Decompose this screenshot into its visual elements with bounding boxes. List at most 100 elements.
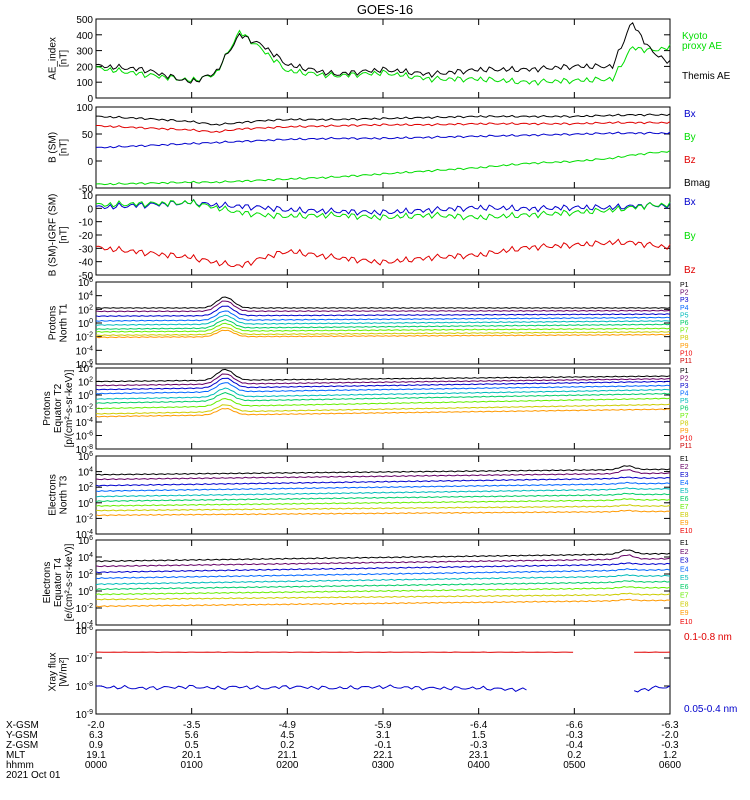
channel-line xyxy=(95,329,671,339)
y-tick-label: 0 xyxy=(87,94,93,105)
panel-frame xyxy=(95,194,671,276)
channel-line xyxy=(95,296,671,309)
x-row-value: -0.1 xyxy=(374,740,392,751)
channel-line xyxy=(95,481,671,493)
y-axis-label-line: [p/(cm²-s-sr-keV)] xyxy=(64,369,75,447)
channel-label: P4 xyxy=(680,305,689,312)
panel-bigrf: 10 0 -10 -20 -30 -40 -50 B (SM)-IGRF (SM) [nT] Bx… xyxy=(48,191,696,282)
channel-line xyxy=(95,391,671,404)
y-tick-label: 104 xyxy=(78,291,93,303)
y-tick-label: -40 xyxy=(79,258,94,269)
channel-line xyxy=(95,314,671,326)
y-tick-label: 106 xyxy=(78,451,93,463)
channel-label: P10 xyxy=(680,436,693,443)
channel-line xyxy=(95,318,671,330)
panel-bsm: 100 50 0 -50 B (SM) [nT] Bx By Bz Bmag xyxy=(48,103,711,195)
x-row-value: -0.3 xyxy=(470,740,488,751)
y-tick-label: 104 xyxy=(78,552,93,564)
channel-label: P5 xyxy=(680,312,689,319)
y-tick-label: 10-7 xyxy=(76,653,93,665)
y-axis-label-line: AE_index xyxy=(48,37,59,80)
y-tick-label: 10-6 xyxy=(76,431,93,443)
channel-label: P4 xyxy=(680,391,689,398)
channel-label: P7 xyxy=(680,413,689,420)
y-tick-label: 100 xyxy=(78,586,93,598)
series-line xyxy=(95,21,671,84)
y-tick-label: 50 xyxy=(82,130,94,141)
channel-label: P6 xyxy=(680,320,689,327)
channel-label: P1 xyxy=(680,368,689,375)
channel-line xyxy=(95,498,671,507)
x-row-value: 20.1 xyxy=(182,750,202,761)
y-tick-label: 200 xyxy=(76,62,93,73)
channel-line xyxy=(95,549,671,563)
x-row-value: 0.2 xyxy=(280,740,294,751)
channel-line xyxy=(95,310,671,322)
channel-line xyxy=(95,509,671,517)
figure-title: GOES-16 xyxy=(357,2,413,17)
y-axis-label-line: [nT] xyxy=(59,50,70,67)
x-row-value: 21.1 xyxy=(278,750,298,761)
y-axis-label-line: Electrons xyxy=(48,474,59,516)
x-row-value: -0.3 xyxy=(661,740,679,751)
x-row-value: 1.2 xyxy=(663,750,677,761)
channel-label: E1 xyxy=(680,456,689,463)
panel-frame xyxy=(95,367,671,450)
y-tick-label: 400 xyxy=(76,31,93,42)
channel-label: E10 xyxy=(680,528,693,535)
x-row-value: 19.1 xyxy=(86,750,106,761)
y-tick-label: 102 xyxy=(78,377,93,389)
channel-label: E1 xyxy=(680,540,689,547)
channel-label: P8 xyxy=(680,421,689,428)
y-tick-label: 10-4 xyxy=(76,529,93,541)
channel-line xyxy=(95,598,671,608)
legend-entry: Kyoto xyxy=(682,31,708,42)
x-row-value: 0100 xyxy=(181,760,204,771)
x-row-value: -0.3 xyxy=(566,730,584,741)
channel-line xyxy=(95,568,671,580)
series-line xyxy=(95,238,671,269)
channel-line xyxy=(95,487,671,498)
y-axis-label-line: Xray flux xyxy=(48,653,59,692)
y-tick-label: 102 xyxy=(78,569,93,581)
channel-label: P1 xyxy=(680,282,689,289)
channel-label: P8 xyxy=(680,335,689,342)
x-row-label: Z-GSM xyxy=(6,740,38,751)
y-tick-label: 0 xyxy=(87,204,93,215)
channel-label: E6 xyxy=(680,584,689,591)
channel-label: E9 xyxy=(680,520,689,527)
channel-line xyxy=(95,465,671,476)
y-tick-label: 100 xyxy=(76,78,93,89)
channel-line xyxy=(95,300,671,313)
channel-label: P2 xyxy=(680,290,689,297)
y-tick-label: -20 xyxy=(79,231,94,242)
x-row-value: 0.2 xyxy=(567,750,581,761)
channel-line xyxy=(95,492,671,503)
y-axis-label-line: [nT] xyxy=(59,226,70,243)
channel-label: P7 xyxy=(680,328,689,335)
x-row-label: X-GSM xyxy=(6,720,39,731)
y-tick-label: 100 xyxy=(76,103,93,114)
y-tick-label: 100 xyxy=(78,498,93,510)
series-line xyxy=(95,198,671,221)
y-axis-label-line: [e/(cm²-s-sr-keV)] xyxy=(64,543,75,621)
y-axis-label: AE_index [nT] xyxy=(48,37,70,80)
y-axis-label-line: B (SM) xyxy=(48,132,59,163)
panel-frame xyxy=(95,629,671,715)
panel-frame xyxy=(95,18,671,99)
legend-entry: Bz xyxy=(684,265,696,276)
x-row-label: MLT xyxy=(6,750,25,761)
x-row-value: 0300 xyxy=(372,760,395,771)
y-tick-label: 0 xyxy=(87,157,93,168)
channel-label: P5 xyxy=(680,398,689,405)
x-row-label: Y-GSM xyxy=(6,730,38,741)
y-tick-label: 10-2 xyxy=(76,404,93,416)
y-tick-label: 106 xyxy=(78,277,93,289)
y-tick-label: 10-6 xyxy=(76,359,93,371)
legend-entry: Bx xyxy=(684,197,696,208)
y-tick-label: 102 xyxy=(78,482,93,494)
channel-label: E5 xyxy=(680,488,689,495)
x-row-value: -3.5 xyxy=(183,720,201,731)
legend-entry: By xyxy=(684,132,696,143)
